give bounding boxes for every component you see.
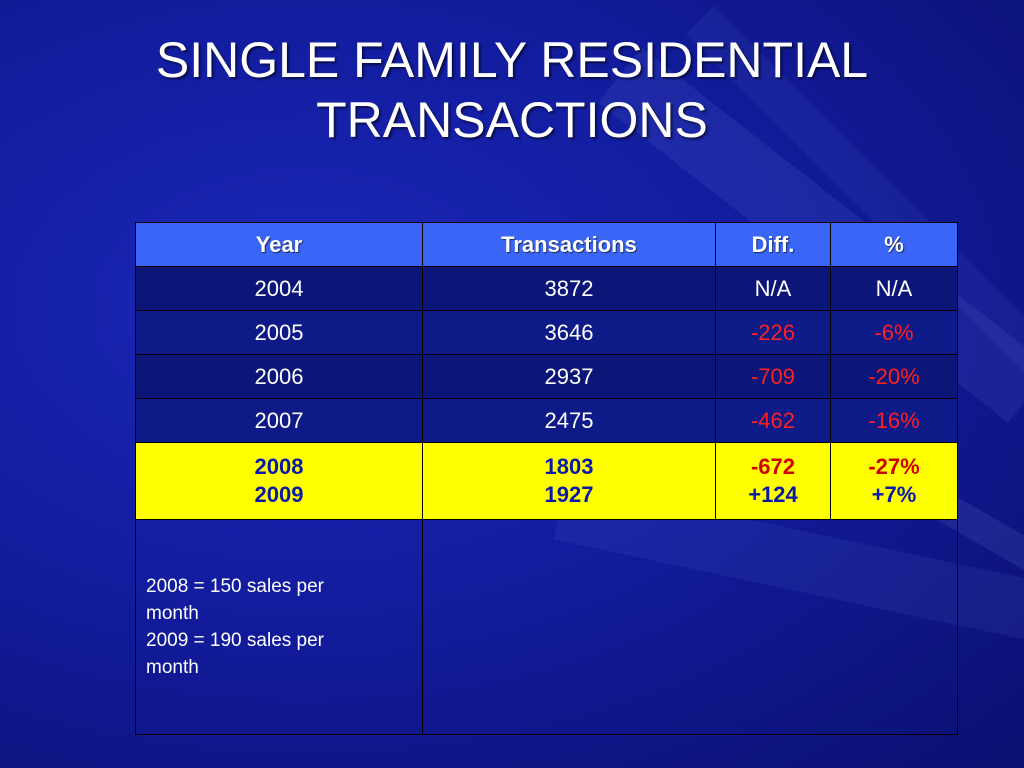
cell-year: 2004 (135, 266, 423, 311)
diff-2008: -672 (750, 454, 796, 479)
cell-diff: -462 (715, 398, 831, 443)
table-row: 2004 3872 N/A N/A (135, 266, 958, 311)
table-row: 2007 2475 -462 -16% (135, 398, 958, 443)
note-line-3: 2009 = 190 sales per (146, 630, 324, 651)
table-header-row: Year Transactions Diff. % (135, 222, 958, 267)
table-row: 2006 2937 -709 -20% (135, 354, 958, 399)
cell-transactions: 2475 (422, 398, 716, 443)
note-line-4: month (146, 657, 199, 678)
header-transactions: Transactions (422, 222, 716, 267)
note-row: 2008 = 150 sales per month 2009 = 190 sa… (135, 519, 958, 735)
cell-transactions: 3646 (422, 310, 716, 355)
transactions-2008: 1803 (544, 454, 594, 479)
highlight-row: 2008 2009 1803 1927 -672 +124 -27% +7% (135, 442, 958, 520)
cell-year: 2005 (135, 310, 423, 355)
cell-percent-highlight: -27% +7% (830, 442, 958, 520)
transactions-2009: 1927 (544, 482, 594, 507)
cell-year-highlight: 2008 2009 (135, 442, 423, 520)
cell-diff: -709 (715, 354, 831, 399)
cell-transactions: 2937 (422, 354, 716, 399)
cell-percent: N/A (830, 266, 958, 311)
sales-note: 2008 = 150 sales per month 2009 = 190 sa… (135, 519, 423, 735)
note-line-1: 2008 = 150 sales per (146, 576, 324, 597)
slide-title-line-2: TRANSACTIONS (316, 92, 708, 148)
header-year: Year (135, 222, 423, 267)
transactions-table: Year Transactions Diff. % 2004 3872 N/A … (135, 222, 958, 735)
cell-diff: N/A (715, 266, 831, 311)
cell-year: 2006 (135, 354, 423, 399)
slide-title-line-1: SINGLE FAMILY RESIDENTIAL (155, 32, 869, 88)
header-diff: Diff. (715, 222, 831, 267)
header-percent: % (830, 222, 958, 267)
percent-2008: -27% (868, 454, 920, 479)
diff-2009: +124 (748, 482, 798, 507)
empty-note-cell (422, 519, 958, 735)
cell-year: 2007 (135, 398, 423, 443)
cell-transactions-highlight: 1803 1927 (422, 442, 716, 520)
cell-percent: -20% (830, 354, 958, 399)
slide-title: SINGLE FAMILY RESIDENTIAL TRANSACTIONS (0, 30, 1024, 150)
note-line-2: month (146, 603, 199, 624)
year-2009: 2009 (254, 482, 304, 507)
year-2008: 2008 (254, 454, 304, 479)
percent-2009: +7% (871, 482, 917, 507)
cell-diff-highlight: -672 +124 (715, 442, 831, 520)
table-row: 2005 3646 -226 -6% (135, 310, 958, 355)
cell-transactions: 3872 (422, 266, 716, 311)
cell-percent: -6% (830, 310, 958, 355)
cell-percent: -16% (830, 398, 958, 443)
cell-diff: -226 (715, 310, 831, 355)
